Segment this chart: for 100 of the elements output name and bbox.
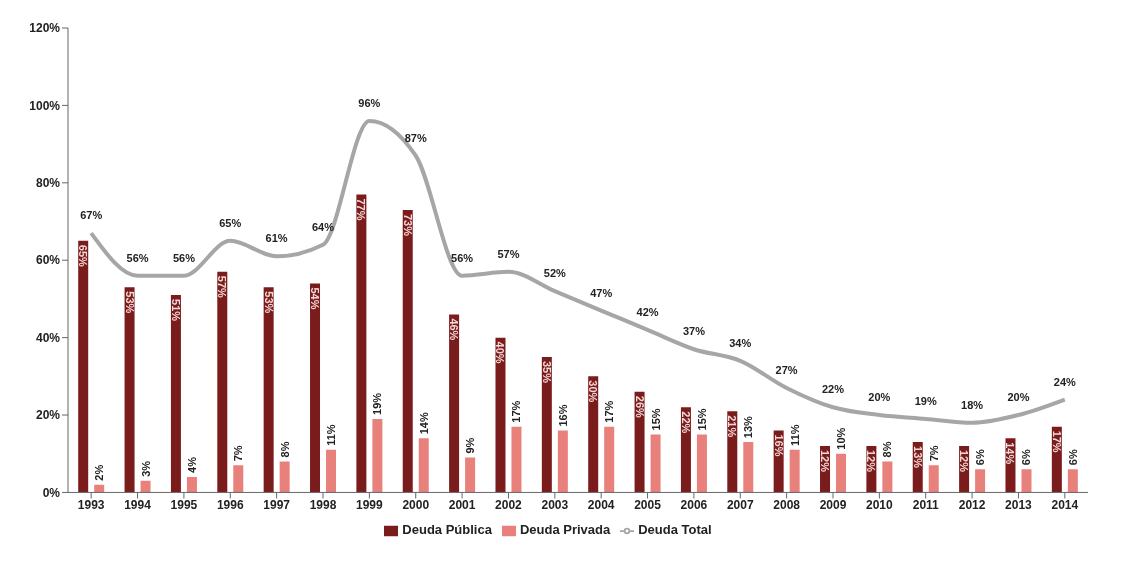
data-label: 51% (169, 299, 182, 322)
data-label: 19% (371, 392, 384, 415)
data-label: 2% (93, 464, 106, 481)
x-tick-label: 2006 (680, 497, 708, 512)
x-tick-label: 1997 (263, 497, 291, 512)
data-label: 52% (543, 267, 567, 280)
data-label: 7% (232, 445, 245, 462)
data-label: 30% (587, 380, 600, 403)
y-tick-label: 40% (35, 330, 61, 345)
bar (557, 430, 568, 493)
x-tick-label: 2003 (541, 497, 569, 512)
data-label: 57% (497, 247, 520, 260)
bar (743, 442, 754, 493)
bar (495, 337, 506, 493)
data-label: 53% (123, 291, 136, 314)
data-label: 35% (540, 360, 553, 384)
data-label: 24% (1053, 375, 1077, 388)
data-label: 14% (417, 412, 430, 435)
data-label: 15% (695, 408, 708, 431)
legend-label: Deuda Total (638, 522, 712, 538)
data-label: 13% (742, 415, 755, 439)
bar (418, 438, 429, 493)
data-label: 42% (636, 305, 659, 318)
x-tick-label: 2008 (773, 497, 801, 512)
x-tick-label: 2012 (958, 497, 986, 512)
data-label: 27% (775, 363, 798, 376)
data-label: 16% (772, 434, 785, 457)
bar (170, 295, 181, 493)
data-label: 64% (311, 220, 335, 233)
data-label: 56% (126, 251, 149, 264)
data-label: 12% (958, 449, 971, 473)
data-label: 13% (911, 446, 924, 469)
bar (975, 469, 986, 493)
data-label: 14% (1004, 442, 1017, 465)
bar (789, 449, 800, 493)
bar (882, 461, 893, 493)
data-label: 65% (77, 244, 90, 268)
data-label: 6% (1066, 449, 1079, 466)
bar (1021, 469, 1032, 493)
data-label: 46% (448, 318, 461, 341)
x-tick-label: 1996 (216, 497, 244, 512)
x-tick-label: 2005 (634, 497, 662, 512)
bar (604, 426, 615, 493)
x-tick-label: 2014 (1051, 497, 1079, 512)
x-tick-label: 1998 (309, 497, 337, 512)
data-label: 96% (358, 96, 381, 109)
bar (78, 240, 89, 493)
data-label: 17% (1050, 430, 1063, 453)
data-label: 3% (139, 460, 152, 477)
data-label: 20% (1007, 391, 1030, 404)
data-label: 11% (325, 424, 338, 446)
x-tick-label: 2002 (495, 497, 523, 512)
data-label: 17% (603, 400, 616, 423)
bar (140, 480, 151, 493)
data-label: 9% (464, 437, 477, 454)
y-tick-label: 100% (29, 98, 61, 113)
bar (217, 271, 228, 493)
data-label: 56% (172, 251, 196, 264)
bar (402, 209, 413, 493)
x-tick-label: 1995 (170, 497, 198, 512)
data-label: 12% (819, 449, 832, 473)
data-label: 8% (881, 441, 894, 458)
x-tick-label: 2007 (726, 497, 754, 512)
data-label: 87% (404, 131, 427, 144)
x-tick-label: 2009 (819, 497, 847, 512)
bar (372, 418, 383, 493)
x-tick-label: 2013 (1005, 497, 1033, 512)
x-tick-label: 2001 (448, 497, 476, 512)
legend-label: Deuda Pública (402, 522, 492, 538)
data-label: 47% (590, 286, 613, 299)
data-label: 16% (556, 404, 569, 427)
bar (465, 457, 476, 493)
data-label: 67% (80, 209, 103, 222)
data-label: 40% (494, 341, 507, 364)
data-label: 21% (726, 415, 739, 438)
bar (124, 287, 135, 493)
data-label: 15% (649, 408, 662, 431)
x-tick-label: 2000 (402, 497, 430, 512)
y-tick-label: 20% (35, 408, 61, 423)
data-label: 17% (510, 400, 523, 423)
bar (696, 434, 707, 493)
x-tick-label: 1999 (356, 497, 384, 512)
data-label: 12% (865, 449, 878, 473)
bar (186, 476, 197, 493)
data-label: 8% (278, 441, 291, 458)
bar (449, 314, 460, 493)
data-label: 77% (355, 198, 368, 221)
bar (836, 453, 847, 493)
data-label: 73% (401, 213, 414, 237)
bar (511, 426, 522, 493)
data-label: 26% (633, 395, 646, 419)
y-tick-label: 120% (29, 21, 61, 36)
y-tick-label: 80% (35, 176, 61, 191)
data-label: 18% (961, 398, 984, 411)
bar (1067, 469, 1078, 493)
bar (279, 461, 290, 493)
data-label: 19% (914, 394, 937, 407)
data-label: 10% (835, 427, 848, 450)
x-tick-label: 1994 (124, 497, 152, 512)
bar (263, 287, 274, 493)
